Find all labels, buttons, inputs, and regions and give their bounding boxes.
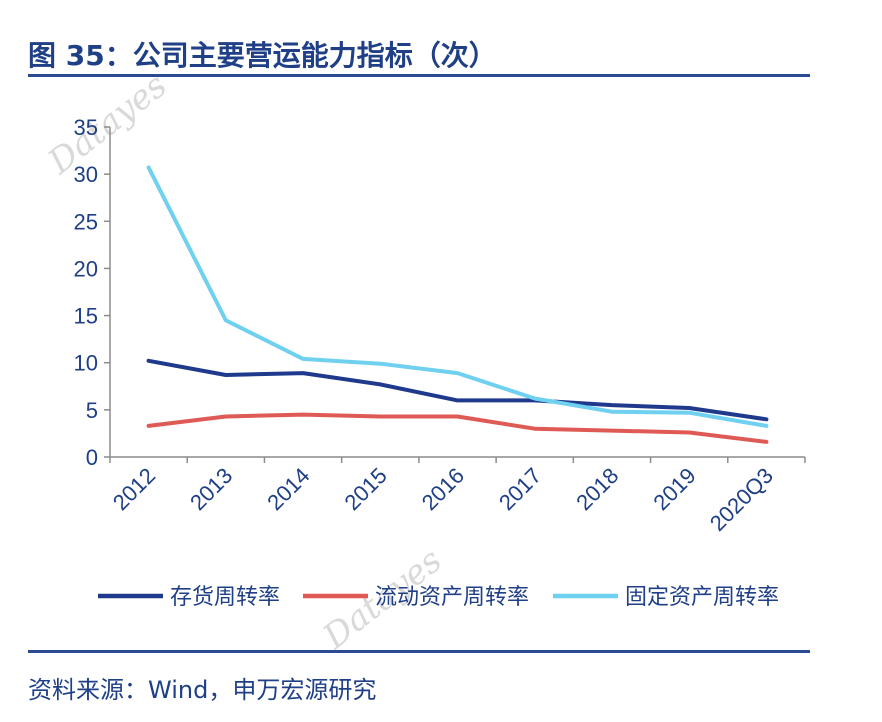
title-divider	[28, 74, 810, 77]
chart-legend: 存货周转率 流动资产周转率 固定资产周转率	[98, 585, 779, 610]
y-tick-label: 15	[74, 304, 98, 329]
y-tick-label: 5	[86, 398, 98, 423]
x-tick-label: 2014	[262, 463, 314, 515]
x-tick-label: 2018	[571, 463, 623, 515]
y-tick-label: 25	[74, 209, 98, 234]
x-tick-label: 2015	[340, 463, 392, 515]
x-tick-label: 2013	[185, 463, 237, 515]
y-tick-label: 0	[86, 445, 98, 470]
series-line-1	[146, 358, 769, 422]
chart-axes: 0 5 10 15 20 25 30 35 2012 2013 2014 2015 2016 2017 20…	[74, 115, 806, 536]
x-tick-label: 2017	[494, 463, 546, 515]
y-tick-label: 35	[74, 115, 98, 140]
legend-label: 存货周转率	[170, 585, 280, 610]
x-tick-label: 2019	[648, 463, 700, 515]
watermark-text: Datayes	[40, 65, 174, 182]
series-line-2	[146, 412, 769, 444]
y-tick-label: 30	[74, 162, 98, 187]
chart-series-lines	[146, 165, 769, 444]
source-note: 资料来源：Wind，申万宏源研究	[28, 676, 377, 704]
y-tick-label: 10	[74, 351, 98, 376]
x-tick-label: 2016	[417, 463, 469, 515]
footer-divider	[28, 650, 810, 653]
legend-label: 固定资产周转率	[625, 585, 779, 610]
y-tick-label: 20	[74, 256, 98, 281]
series-line-3	[146, 165, 769, 428]
x-tick-label: 2012	[108, 463, 160, 515]
x-tick-label: 2020Q3	[705, 463, 778, 536]
legend-label: 流动资产周转率	[375, 585, 529, 610]
chart-title: 图 35：公司主要营运能力指标（次）	[28, 39, 497, 72]
